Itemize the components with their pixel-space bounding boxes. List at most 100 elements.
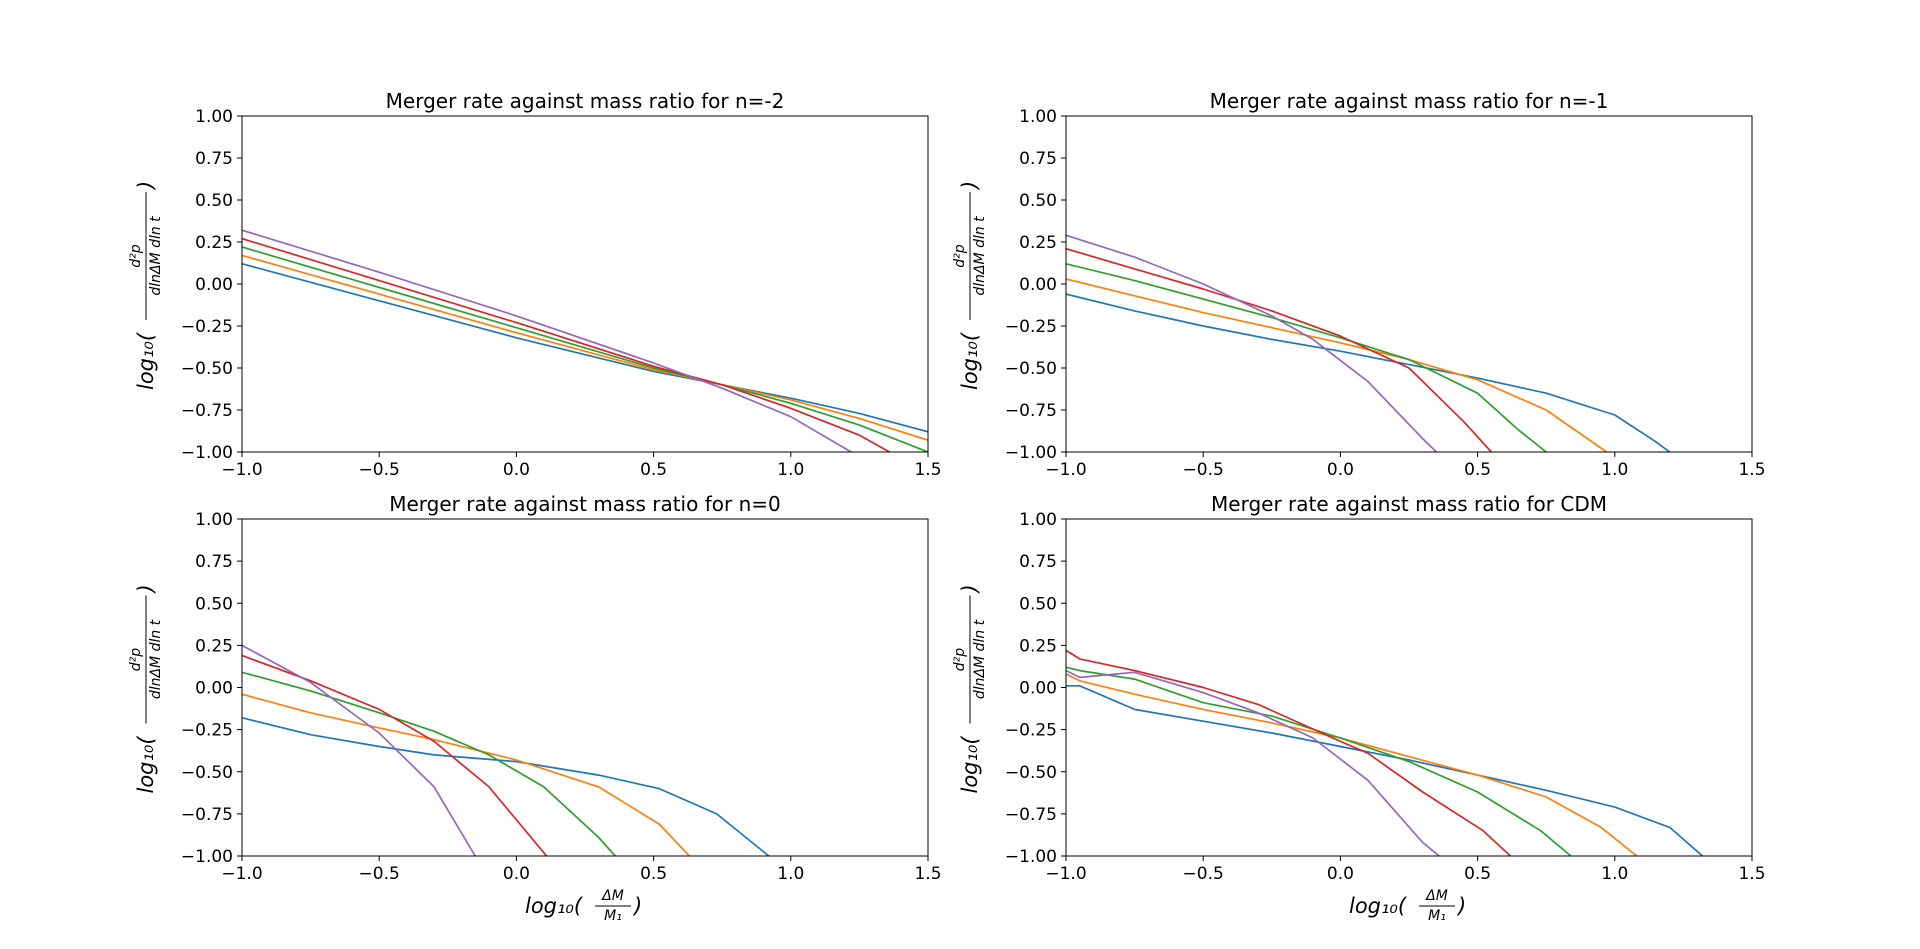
y-axis-label-prefix: log₁₀( <box>958 736 982 794</box>
y-tick-label: 1.00 <box>1019 107 1057 127</box>
y-tick-label: 0.00 <box>195 679 233 699</box>
y-axis-label-suffix: ) <box>958 584 982 594</box>
series-line-4 <box>1066 649 1512 856</box>
x-tick-label: 1.0 <box>777 460 804 480</box>
series-line-5 <box>242 644 476 856</box>
series-line-3 <box>242 671 616 856</box>
x-tick-label: 1.5 <box>914 460 941 480</box>
x-tick-label: 0.0 <box>503 460 530 480</box>
x-axis-label-numerator: ΔM <box>601 888 624 904</box>
y-axis-label-suffix: ) <box>134 181 158 191</box>
y-tick-label: −0.50 <box>1005 763 1057 783</box>
y-axis-label-numerator: d²p <box>128 244 144 267</box>
x-tick-label: 1.5 <box>1738 864 1765 884</box>
x-axis-label-prefix: log₁₀( <box>525 894 583 918</box>
x-tick-label: −0.5 <box>359 460 400 480</box>
series-line-1 <box>242 716 770 856</box>
y-tick-label: −0.25 <box>1005 317 1057 337</box>
x-axis-label-suffix: ) <box>632 894 642 918</box>
y-axis-label-numerator: d²p <box>952 244 968 267</box>
y-tick-label: 0.00 <box>195 275 233 295</box>
y-axis-label-numerator: d²p <box>128 648 144 671</box>
y-tick-label: 0.75 <box>195 552 233 572</box>
axes-frame <box>1065 518 1753 857</box>
chart-title: Merger rate against mass ratio for n=-1 <box>1210 89 1609 113</box>
subplot-1: −1.0 −0.5 0.0 0.5 1.0 1.5 1.00 0.75 0.50 0.25 0.00… <box>128 89 942 480</box>
x-tick-label: 0.5 <box>1464 460 1491 480</box>
y-axis-label-prefix: log₁₀( <box>134 332 158 390</box>
y-tick-label: −1.00 <box>1005 443 1057 463</box>
y-tick-label: 0.75 <box>1019 552 1057 572</box>
x-axis-label: log₁₀(ΔM M₁) <box>1349 888 1466 924</box>
y-tick-label: 0.25 <box>195 233 233 253</box>
series-line-5 <box>1066 234 1437 452</box>
series-line-1 <box>1066 684 1704 856</box>
y-tick-label: 0.50 <box>195 594 233 614</box>
y-tick-label: 0.50 <box>1019 594 1057 614</box>
x-tick-label: 1.0 <box>777 864 804 884</box>
y-tick-label: −0.50 <box>181 359 233 379</box>
x-axis-label-denominator: M₁ <box>1428 908 1446 924</box>
y-axis-label-denominator: dlnΔM dln t <box>972 619 988 699</box>
y-tick-label: 0.25 <box>195 636 233 656</box>
y-axis-label-denominator: dlnΔM dln t <box>148 619 164 699</box>
y-tick-label: −1.00 <box>1005 847 1057 867</box>
y-tick-label: 0.25 <box>1019 636 1057 656</box>
y-tick-label: 0.50 <box>1019 191 1057 211</box>
y-tick-label: 0.25 <box>1019 233 1057 253</box>
chart-title: Merger rate against mass ratio for CDM <box>1211 492 1607 516</box>
x-axis-label: log₁₀( ΔM M₁) <box>525 888 642 924</box>
x-tick-label: −0.5 <box>1183 864 1224 884</box>
series-line-3 <box>1066 262 1547 452</box>
x-axis-label-numerator: ΔM <box>1425 888 1448 904</box>
series-line-2 <box>242 693 690 856</box>
y-axis-label: log₁₀( d²p dlnΔM dln t) <box>128 181 164 390</box>
y-axis-label: log₁₀( d²p dlnΔM dln t) <box>952 584 988 793</box>
y-axis-label: log₁₀(d²p dlnΔM dln t) <box>128 584 164 793</box>
y-tick-label: 0.00 <box>1019 679 1057 699</box>
x-tick-label: 0.0 <box>1327 864 1354 884</box>
y-tick-label: 1.00 <box>195 510 233 530</box>
y-axis-label-prefix: log₁₀( <box>958 332 982 390</box>
x-tick-label: 0.5 <box>640 864 667 884</box>
y-tick-label: −0.25 <box>1005 721 1057 741</box>
x-tick-label: 0.0 <box>1327 460 1354 480</box>
x-tick-label: −1.0 <box>221 864 262 884</box>
y-tick-label: 0.00 <box>1019 275 1057 295</box>
x-tick-label: −1.0 <box>221 460 262 480</box>
y-tick-label: −0.25 <box>181 721 233 741</box>
subplot-3: −1.0 −0.5 0.0 0.5 1.0 1.5 1.00 0.75 0.50 0.25 0.00… <box>128 492 942 924</box>
y-axis-label-numerator: d²p <box>952 648 968 671</box>
x-tick-label: 1.5 <box>1738 460 1765 480</box>
x-tick-label: 1.5 <box>914 864 941 884</box>
x-axis-label-denominator: M₁ <box>604 908 622 924</box>
series-line-4 <box>1066 247 1492 452</box>
y-tick-label: 0.75 <box>195 149 233 169</box>
y-tick-label: −1.00 <box>181 847 233 867</box>
x-axis-label-suffix: ) <box>1456 894 1466 918</box>
y-axis-label-denominator: dlnΔM dln t <box>972 216 988 296</box>
x-tick-label: −1.0 <box>1045 460 1086 480</box>
subplot-4: −1.0 −0.5 0.0 0.5 1.0 1.5 1.00 0.75 0.50 0.25 0.00… <box>952 492 1766 924</box>
y-tick-label: −0.75 <box>181 401 233 421</box>
y-axis-label-prefix: log₁₀( <box>134 736 158 794</box>
series-line-5 <box>242 229 852 452</box>
y-axis-label-denominator: dlnΔM dln t <box>148 216 164 296</box>
y-tick-label: 1.00 <box>1019 510 1057 530</box>
chart-title: Merger rate against mass ratio for n=-2 <box>386 89 785 113</box>
y-tick-label: 0.50 <box>195 191 233 211</box>
x-tick-label: −0.5 <box>359 864 400 884</box>
axes-frame <box>241 518 929 857</box>
x-tick-label: 1.0 <box>1601 864 1628 884</box>
y-tick-label: −0.50 <box>181 763 233 783</box>
x-tick-label: 0.5 <box>1464 864 1491 884</box>
x-tick-label: 1.0 <box>1601 460 1628 480</box>
y-tick-label: −0.50 <box>1005 359 1057 379</box>
series-line-2 <box>1066 278 1608 452</box>
x-tick-label: 0.0 <box>503 864 530 884</box>
chart-title: Merger rate against mass ratio for n=0 <box>389 492 780 516</box>
y-tick-label: −0.75 <box>181 805 233 825</box>
y-tick-label: −0.75 <box>1005 401 1057 421</box>
